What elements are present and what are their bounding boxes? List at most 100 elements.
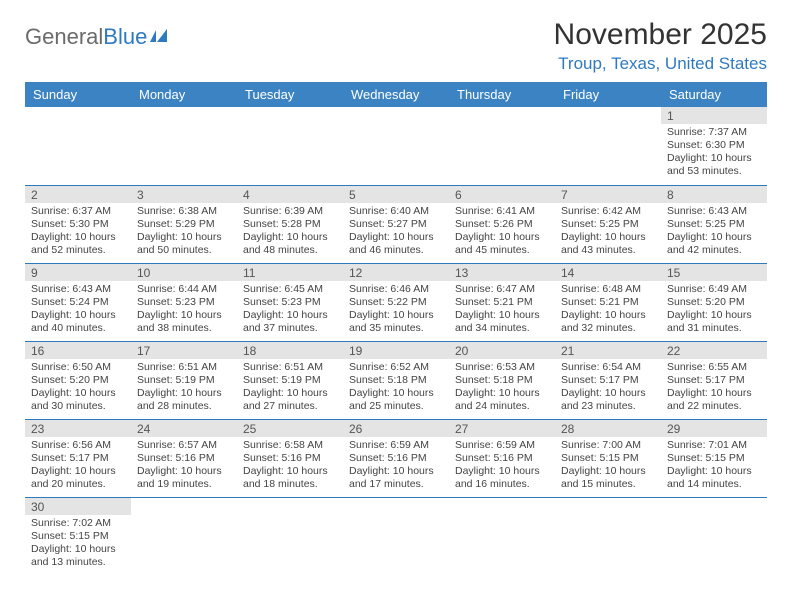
calendar-day-cell: 16Sunrise: 6:50 AMSunset: 5:20 PMDayligh… [25, 341, 131, 419]
day-sr: Sunrise: 7:01 AM [667, 439, 761, 452]
day-details: Sunrise: 6:41 AMSunset: 5:26 PMDaylight:… [449, 203, 555, 262]
day-number: 16 [25, 342, 131, 359]
day-d2: and 37 minutes. [243, 322, 337, 335]
day-number: 28 [555, 420, 661, 437]
calendar-day-cell [343, 497, 449, 575]
day-d1: Daylight: 10 hours [455, 387, 549, 400]
calendar-day-cell: 8Sunrise: 6:43 AMSunset: 5:25 PMDaylight… [661, 185, 767, 263]
day-sr: Sunrise: 6:51 AM [137, 361, 231, 374]
day-ss: Sunset: 5:20 PM [667, 296, 761, 309]
weekday-header: Thursday [449, 82, 555, 107]
day-number-empty [449, 107, 555, 124]
day-d2: and 46 minutes. [349, 244, 443, 257]
day-d2: and 23 minutes. [561, 400, 655, 413]
logo-part2: Blue [103, 24, 147, 50]
day-sr: Sunrise: 6:54 AM [561, 361, 655, 374]
day-ss: Sunset: 5:15 PM [31, 530, 125, 543]
day-d1: Daylight: 10 hours [349, 231, 443, 244]
calendar-day-cell: 18Sunrise: 6:51 AMSunset: 5:19 PMDayligh… [237, 341, 343, 419]
day-d2: and 53 minutes. [667, 165, 761, 178]
day-sr: Sunrise: 6:58 AM [243, 439, 337, 452]
day-number: 25 [237, 420, 343, 437]
day-ss: Sunset: 5:25 PM [667, 218, 761, 231]
day-details: Sunrise: 6:37 AMSunset: 5:30 PMDaylight:… [25, 203, 131, 262]
day-details: Sunrise: 6:42 AMSunset: 5:25 PMDaylight:… [555, 203, 661, 262]
day-number-empty [343, 107, 449, 124]
day-details: Sunrise: 6:40 AMSunset: 5:27 PMDaylight:… [343, 203, 449, 262]
day-ss: Sunset: 5:16 PM [349, 452, 443, 465]
day-d2: and 30 minutes. [31, 400, 125, 413]
day-details: Sunrise: 6:46 AMSunset: 5:22 PMDaylight:… [343, 281, 449, 340]
calendar-day-cell: 1Sunrise: 7:37 AMSunset: 6:30 PMDaylight… [661, 107, 767, 185]
day-d2: and 48 minutes. [243, 244, 337, 257]
day-details: Sunrise: 6:59 AMSunset: 5:16 PMDaylight:… [449, 437, 555, 496]
day-d2: and 18 minutes. [243, 478, 337, 491]
day-sr: Sunrise: 6:51 AM [243, 361, 337, 374]
day-d1: Daylight: 10 hours [137, 465, 231, 478]
day-d2: and 32 minutes. [561, 322, 655, 335]
day-details: Sunrise: 7:01 AMSunset: 5:15 PMDaylight:… [661, 437, 767, 496]
day-d2: and 34 minutes. [455, 322, 549, 335]
day-sr: Sunrise: 6:52 AM [349, 361, 443, 374]
calendar-day-cell: 13Sunrise: 6:47 AMSunset: 5:21 PMDayligh… [449, 263, 555, 341]
day-number: 12 [343, 264, 449, 281]
day-number-empty [237, 498, 343, 515]
calendar-week-row: 23Sunrise: 6:56 AMSunset: 5:17 PMDayligh… [25, 419, 767, 497]
day-number: 8 [661, 186, 767, 203]
day-number: 1 [661, 107, 767, 124]
day-ss: Sunset: 5:29 PM [137, 218, 231, 231]
day-number: 17 [131, 342, 237, 359]
calendar-day-cell [555, 497, 661, 575]
day-details: Sunrise: 6:47 AMSunset: 5:21 PMDaylight:… [449, 281, 555, 340]
day-number: 4 [237, 186, 343, 203]
day-d1: Daylight: 10 hours [455, 309, 549, 322]
day-d2: and 27 minutes. [243, 400, 337, 413]
calendar-day-cell: 11Sunrise: 6:45 AMSunset: 5:23 PMDayligh… [237, 263, 343, 341]
day-number: 29 [661, 420, 767, 437]
day-details: Sunrise: 6:39 AMSunset: 5:28 PMDaylight:… [237, 203, 343, 262]
day-d2: and 25 minutes. [349, 400, 443, 413]
calendar-day-cell [237, 107, 343, 185]
calendar-day-cell: 28Sunrise: 7:00 AMSunset: 5:15 PMDayligh… [555, 419, 661, 497]
calendar-week-row: 9Sunrise: 6:43 AMSunset: 5:24 PMDaylight… [25, 263, 767, 341]
day-sr: Sunrise: 6:39 AM [243, 205, 337, 218]
day-sr: Sunrise: 6:42 AM [561, 205, 655, 218]
logo-part1: General [25, 24, 103, 50]
day-details: Sunrise: 6:58 AMSunset: 5:16 PMDaylight:… [237, 437, 343, 496]
day-ss: Sunset: 5:22 PM [349, 296, 443, 309]
day-sr: Sunrise: 6:43 AM [667, 205, 761, 218]
day-number: 9 [25, 264, 131, 281]
calendar-day-cell: 2Sunrise: 6:37 AMSunset: 5:30 PMDaylight… [25, 185, 131, 263]
day-details: Sunrise: 6:45 AMSunset: 5:23 PMDaylight:… [237, 281, 343, 340]
calendar-day-cell: 19Sunrise: 6:52 AMSunset: 5:18 PMDayligh… [343, 341, 449, 419]
calendar-day-cell [449, 107, 555, 185]
day-number: 10 [131, 264, 237, 281]
day-number: 23 [25, 420, 131, 437]
day-ss: Sunset: 5:17 PM [561, 374, 655, 387]
day-number: 3 [131, 186, 237, 203]
calendar-day-cell: 10Sunrise: 6:44 AMSunset: 5:23 PMDayligh… [131, 263, 237, 341]
day-d2: and 28 minutes. [137, 400, 231, 413]
day-sr: Sunrise: 6:47 AM [455, 283, 549, 296]
day-ss: Sunset: 5:21 PM [561, 296, 655, 309]
day-d1: Daylight: 10 hours [243, 231, 337, 244]
day-details: Sunrise: 7:02 AMSunset: 5:15 PMDaylight:… [25, 515, 131, 574]
calendar-day-cell: 20Sunrise: 6:53 AMSunset: 5:18 PMDayligh… [449, 341, 555, 419]
day-sr: Sunrise: 6:57 AM [137, 439, 231, 452]
calendar-day-cell: 24Sunrise: 6:57 AMSunset: 5:16 PMDayligh… [131, 419, 237, 497]
day-number-empty [25, 107, 131, 124]
day-sr: Sunrise: 6:45 AM [243, 283, 337, 296]
day-d1: Daylight: 10 hours [31, 543, 125, 556]
calendar-week-row: 16Sunrise: 6:50 AMSunset: 5:20 PMDayligh… [25, 341, 767, 419]
day-number-empty [343, 498, 449, 515]
calendar-day-cell [25, 107, 131, 185]
day-ss: Sunset: 5:16 PM [455, 452, 549, 465]
day-sr: Sunrise: 6:38 AM [137, 205, 231, 218]
day-d2: and 42 minutes. [667, 244, 761, 257]
day-sr: Sunrise: 6:53 AM [455, 361, 549, 374]
day-d2: and 35 minutes. [349, 322, 443, 335]
weekday-header: Wednesday [343, 82, 449, 107]
day-d1: Daylight: 10 hours [349, 309, 443, 322]
day-sr: Sunrise: 6:46 AM [349, 283, 443, 296]
day-d2: and 38 minutes. [137, 322, 231, 335]
